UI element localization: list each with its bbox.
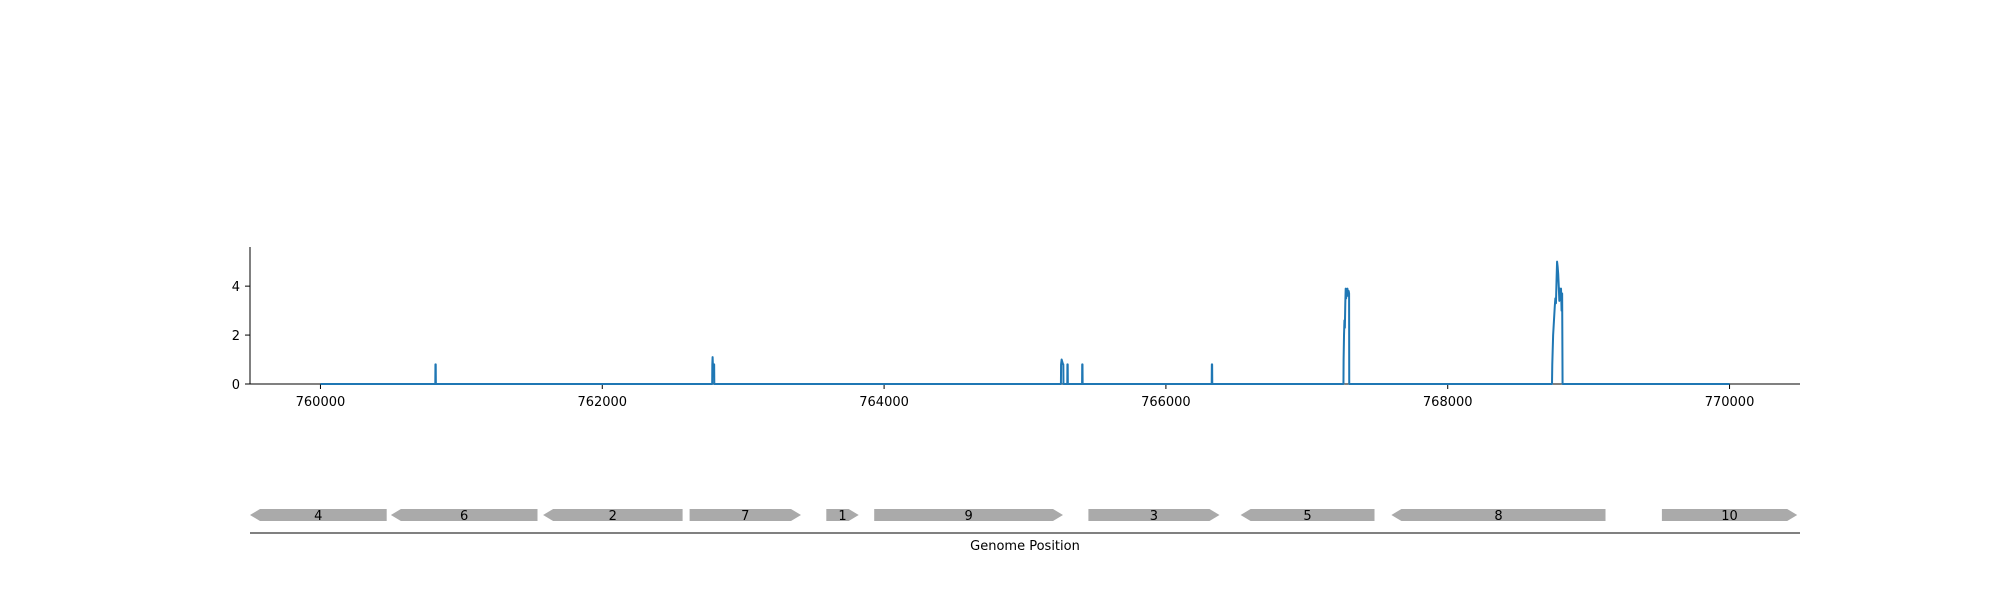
y-tick-label: 2 bbox=[232, 329, 240, 344]
gene-label-10: 10 bbox=[1721, 509, 1738, 524]
gene-label-4: 4 bbox=[314, 509, 322, 524]
gene-arrow-1 bbox=[826, 509, 859, 521]
gene-label-9: 9 bbox=[964, 509, 972, 524]
gene-track: 4 6 2 7 1 9 3 5 8 10 bbox=[250, 509, 1800, 534]
gene-label-8: 8 bbox=[1494, 509, 1502, 524]
gene-label-7: 7 bbox=[741, 509, 749, 524]
gene-arrow-9 bbox=[874, 509, 1063, 521]
x-tick-label: 760000 bbox=[296, 395, 346, 410]
gene-arrow-8 bbox=[1391, 509, 1606, 521]
y-tick-label: 4 bbox=[232, 280, 240, 295]
gene-label-1: 1 bbox=[838, 509, 846, 524]
axes-layer: 760000 762000 764000 766000 768000 770000 0 2 4 bbox=[232, 247, 1800, 410]
gene-label-6: 6 bbox=[460, 509, 468, 524]
gene-arrow-3 bbox=[1088, 509, 1220, 521]
coverage-series-line bbox=[320, 260, 1730, 385]
gene-arrow-7 bbox=[689, 509, 801, 521]
gene-arrow-10 bbox=[1661, 509, 1798, 521]
x-axis-title: Genome Position bbox=[970, 539, 1080, 554]
x-tick-label: 770000 bbox=[1705, 395, 1755, 410]
gene-label-5: 5 bbox=[1303, 509, 1311, 524]
x-tick-label: 766000 bbox=[1141, 395, 1191, 410]
gene-label-3: 3 bbox=[1150, 509, 1158, 524]
gene-label-2: 2 bbox=[609, 509, 617, 524]
x-tick-label: 768000 bbox=[1423, 395, 1473, 410]
x-tick-label: 764000 bbox=[859, 395, 909, 410]
y-tick-label: 0 bbox=[232, 378, 240, 393]
gene-arrow-4 bbox=[250, 509, 387, 521]
gene-arrow-2 bbox=[543, 509, 683, 521]
x-tick-label: 762000 bbox=[577, 395, 627, 410]
series-layer bbox=[320, 260, 1730, 385]
gene-arrow-5 bbox=[1240, 509, 1375, 521]
gene-arrow-6 bbox=[390, 509, 538, 521]
